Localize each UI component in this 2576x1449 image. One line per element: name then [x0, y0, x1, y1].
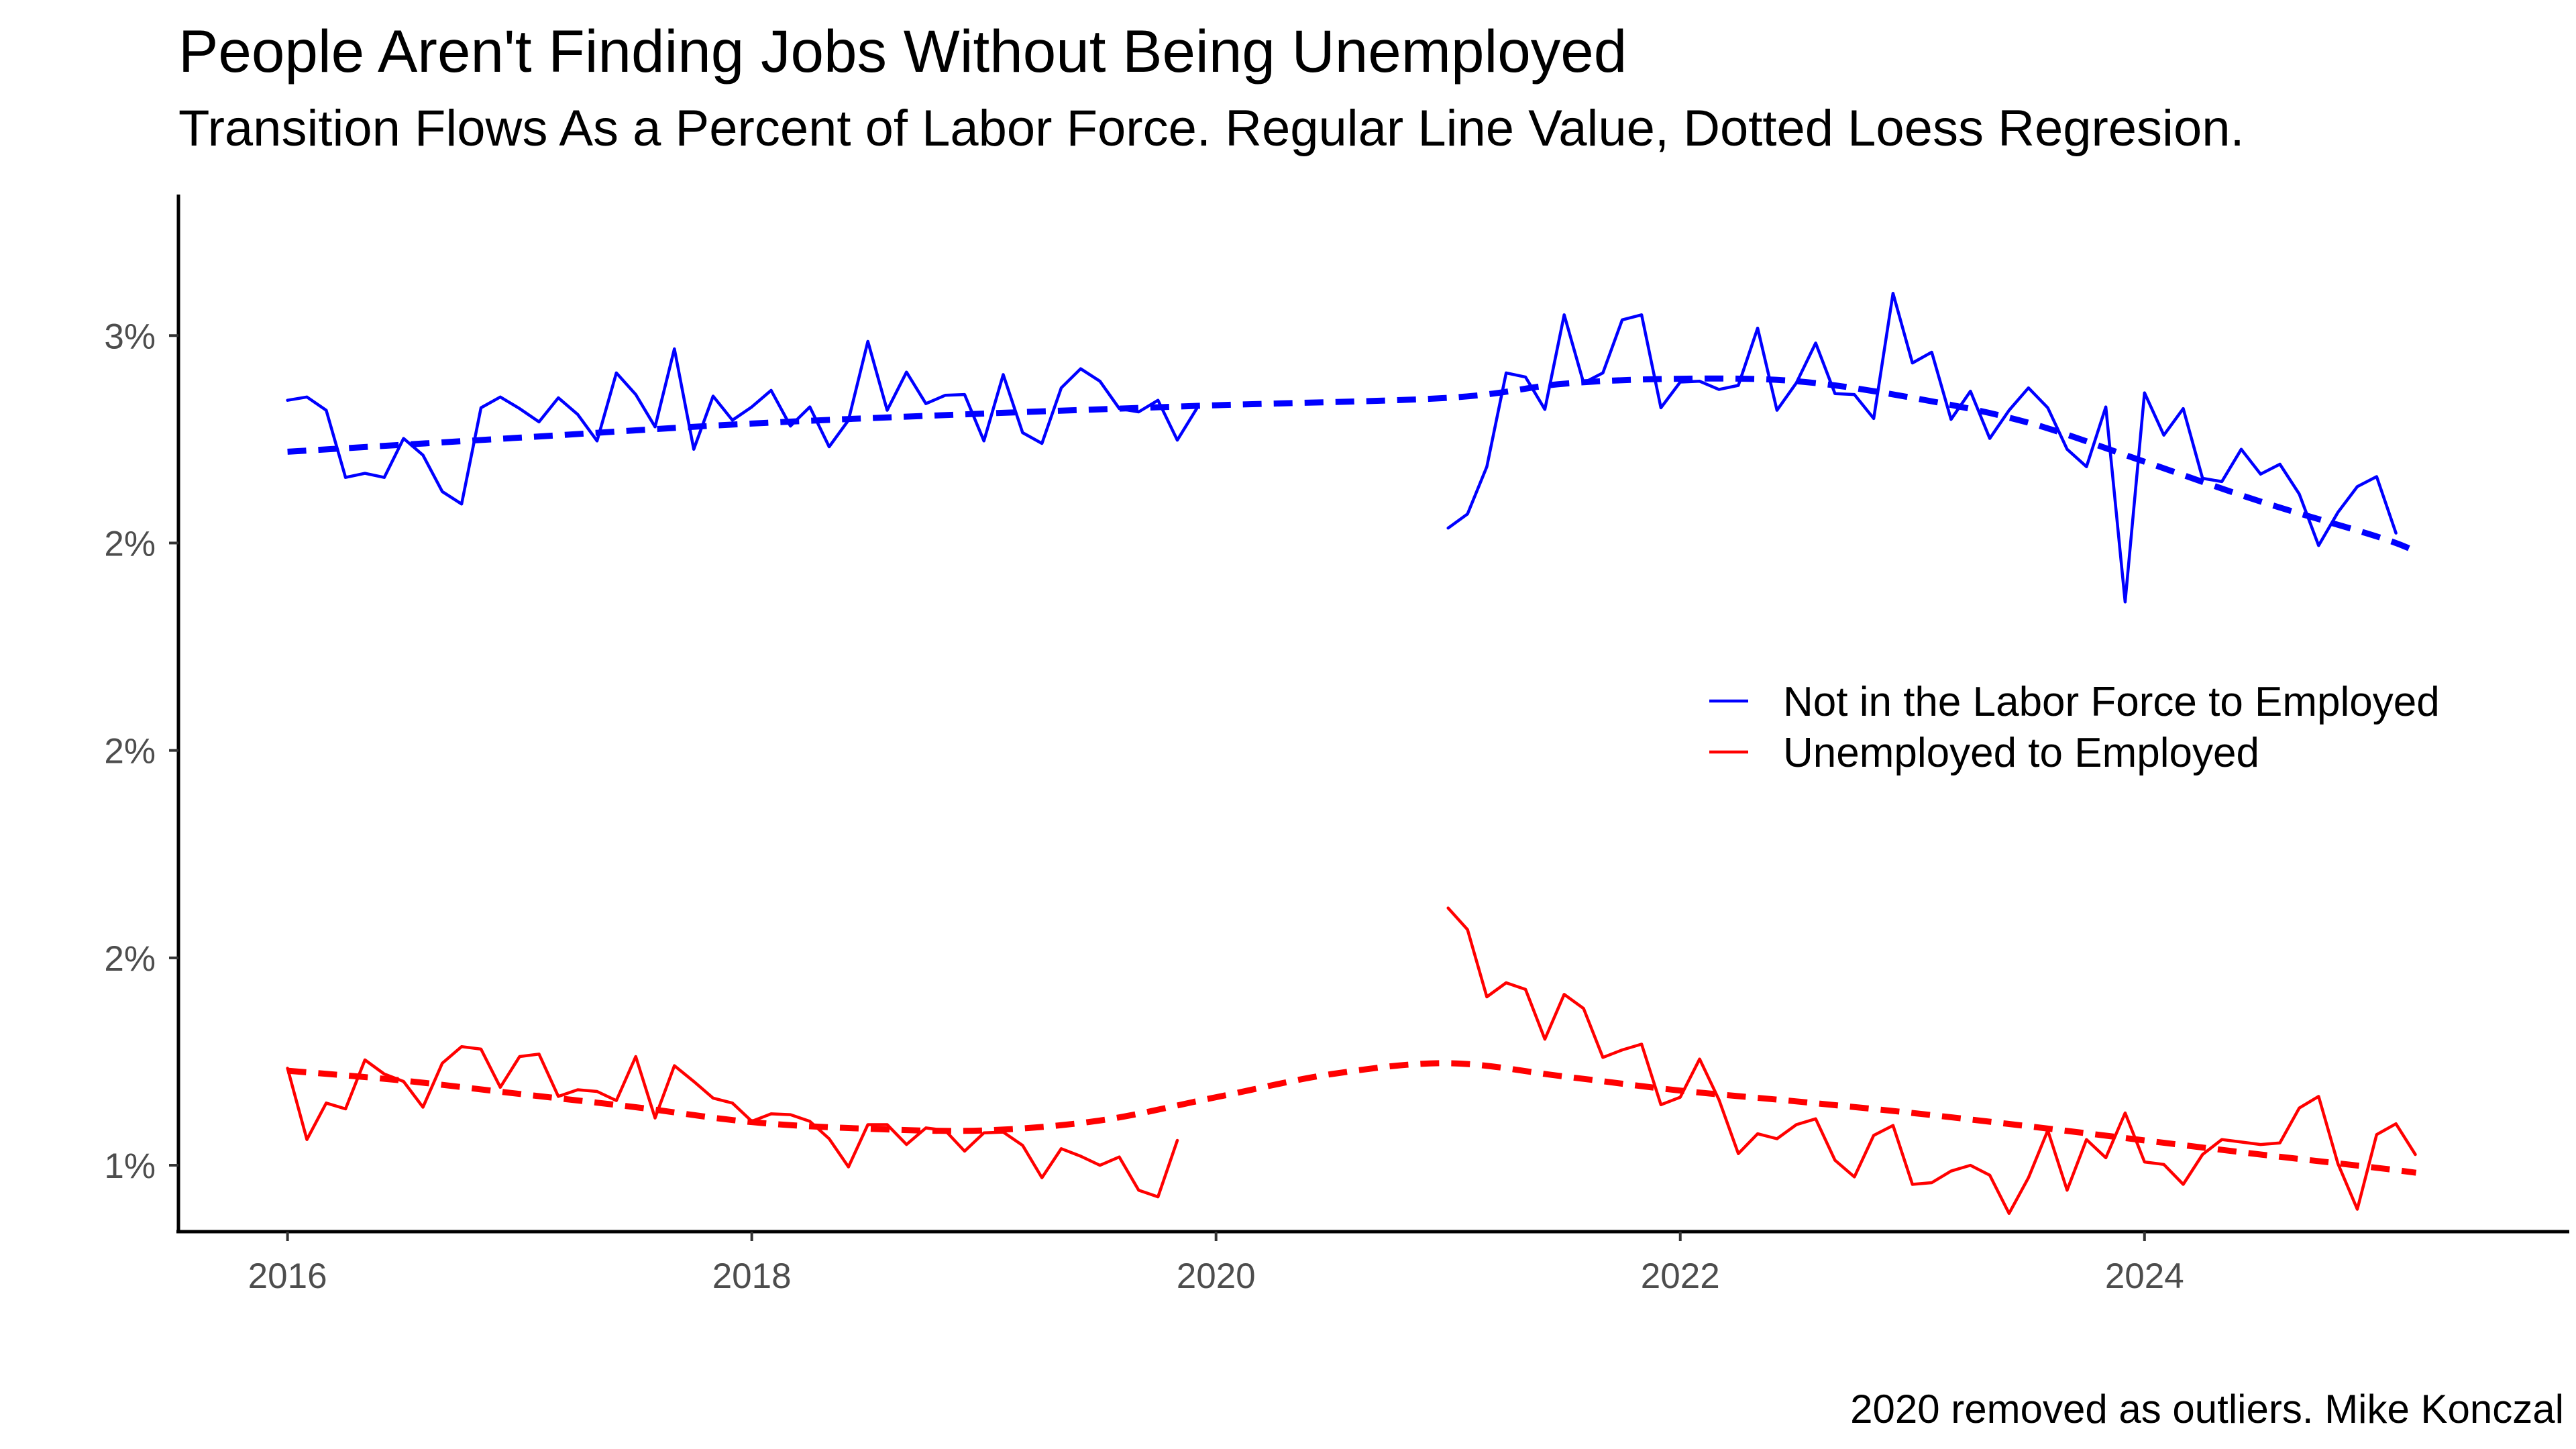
loess-line-unemployed-to-employed: [287, 1060, 2417, 1176]
chart-subtitle: Transition Flows As a Percent of Labor F…: [178, 100, 2245, 157]
axes: [176, 195, 2569, 1234]
series-line-nilf-to-employed: [286, 339, 1199, 506]
chart-caption: 2020 removed as outliers. Mike Konczal: [1850, 1387, 2564, 1432]
legend-label: Unemployed to Employed: [1783, 730, 2259, 776]
legend-label: Not in the Labor Force to Employed: [1783, 679, 2440, 725]
y-tick-label: 2%: [104, 939, 156, 979]
x-tick-label: 2016: [248, 1256, 327, 1296]
loess-line-nilf-to-employed: [287, 375, 2418, 555]
series-line-unemployed-to-employed: [1446, 906, 2417, 1216]
x-tick-label: 2018: [712, 1256, 792, 1296]
y-tick-label: 2%: [104, 524, 156, 564]
x-tick-label: 2024: [2105, 1256, 2184, 1296]
x-ticks: 2016 2018 2020 2022 2024: [248, 1232, 2184, 1296]
legend: Not in the Labor Force to Employed Unempl…: [1709, 679, 2440, 776]
x-tick-label: 2020: [1177, 1256, 1256, 1296]
y-ticks: 1% 2% 2% 2% 3%: [104, 317, 178, 1186]
series-line-unemployed-to-employed: [286, 1044, 1179, 1199]
y-tick-label: 3%: [104, 317, 156, 356]
series-layer: [286, 291, 2418, 1216]
series-line-nilf-to-employed: [1446, 291, 2398, 604]
x-tick-label: 2022: [1641, 1256, 1720, 1296]
y-tick-label: 2%: [104, 732, 156, 771]
chart-title: People Aren't Finding Jobs Without Being…: [178, 17, 1627, 85]
y-tick-label: 1%: [104, 1146, 156, 1186]
